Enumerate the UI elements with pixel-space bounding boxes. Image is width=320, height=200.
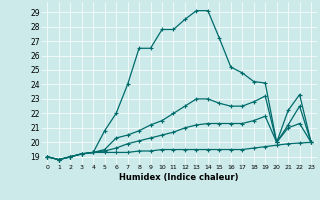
X-axis label: Humidex (Indice chaleur): Humidex (Indice chaleur): [119, 173, 239, 182]
